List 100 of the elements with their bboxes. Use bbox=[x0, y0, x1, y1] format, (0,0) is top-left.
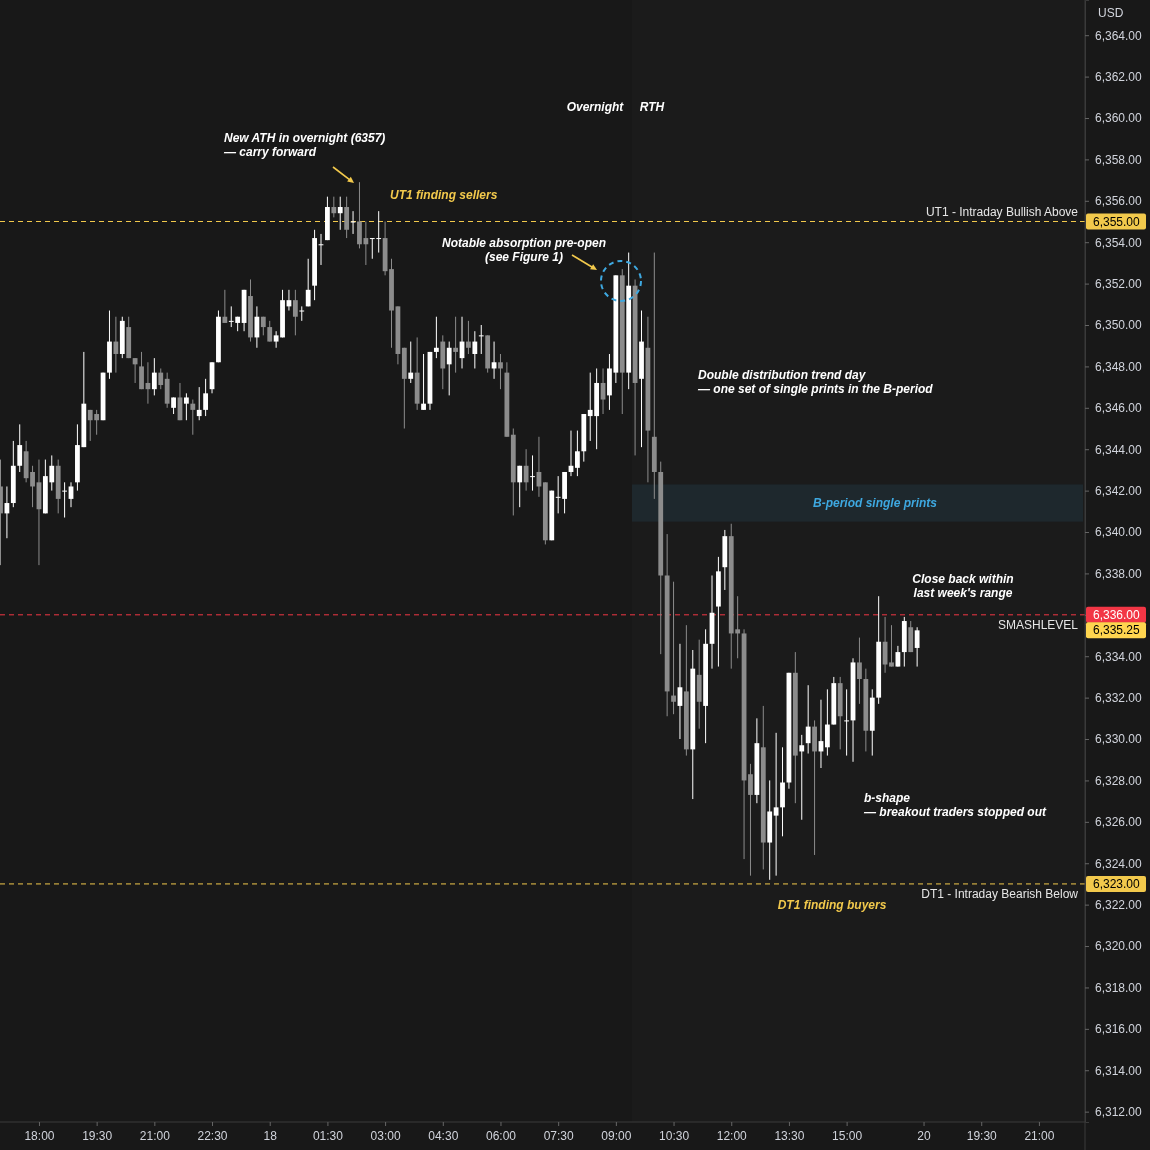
x-tick-label: 15:00 bbox=[832, 1129, 863, 1144]
candlestick bbox=[914, 626, 920, 668]
x-tick-label: 13:30 bbox=[774, 1129, 805, 1144]
candlestick bbox=[267, 320, 273, 343]
candlestick bbox=[190, 399, 196, 436]
x-tick-label: 12:00 bbox=[716, 1129, 748, 1144]
text: 6,323.00 bbox=[1093, 876, 1141, 891]
y-tick-label: 6,330.00 bbox=[1095, 732, 1143, 747]
candlestick bbox=[62, 481, 67, 519]
x-tick-label: 07:30 bbox=[543, 1129, 575, 1144]
y-tick-label: 6,312.00 bbox=[1095, 1104, 1143, 1119]
x-tick-label: 19:30 bbox=[966, 1129, 998, 1144]
y-tick-label: 6,342.00 bbox=[1095, 483, 1143, 498]
candlestick bbox=[203, 378, 209, 417]
candlestick bbox=[517, 465, 523, 508]
y-tick-label: 6,362.00 bbox=[1095, 69, 1143, 84]
x-tick-label: 04:30 bbox=[428, 1129, 459, 1144]
x-tick-label: 19:30 bbox=[82, 1129, 113, 1144]
y-tick-label: 6,326.00 bbox=[1095, 815, 1143, 830]
x-tick-label: 10:30 bbox=[659, 1129, 690, 1144]
annotation: b-shape — breakout traders stopped out bbox=[863, 791, 1048, 819]
candlestick bbox=[113, 316, 119, 374]
y-tick-label: 6,344.00 bbox=[1095, 442, 1143, 457]
y-tick-label: 6,338.00 bbox=[1095, 566, 1143, 581]
x-tick-label: 21:00 bbox=[139, 1129, 171, 1144]
y-tick-label: 6,318.00 bbox=[1095, 980, 1143, 995]
y-tick-label: 6,328.00 bbox=[1095, 773, 1143, 788]
candlestick bbox=[844, 688, 850, 757]
candlestick bbox=[446, 341, 452, 396]
x-tick-label: 09:00 bbox=[601, 1129, 632, 1144]
candlestick bbox=[671, 581, 676, 715]
candlestick bbox=[183, 392, 189, 421]
y-tick-label: 6,320.00 bbox=[1095, 939, 1143, 954]
ref-line-label: DT1 - Intraday Bearish Below bbox=[921, 886, 1079, 901]
candlestick bbox=[498, 353, 503, 390]
y-tick-label: 6,360.00 bbox=[1095, 111, 1143, 126]
annotation: UT1 finding sellers bbox=[390, 188, 498, 202]
y-tick-label: 6,358.00 bbox=[1095, 152, 1143, 167]
candlestick bbox=[748, 763, 753, 877]
y-tick-label: 6,322.00 bbox=[1095, 897, 1143, 912]
candlestick bbox=[408, 341, 414, 384]
annotation: RTH bbox=[639, 100, 665, 114]
candlestick bbox=[222, 289, 228, 324]
candlestick bbox=[575, 430, 580, 477]
y-tick-label: 6,340.00 bbox=[1095, 525, 1143, 540]
candlestick bbox=[305, 258, 311, 307]
candlestick bbox=[158, 367, 164, 390]
candlestick bbox=[292, 289, 298, 336]
candlestick bbox=[331, 196, 337, 218]
x-tick-label: 21:00 bbox=[1024, 1129, 1055, 1144]
y-tick-label: 6,314.00 bbox=[1095, 1063, 1143, 1078]
y-axis-title: USD bbox=[1098, 6, 1124, 20]
x-tick-label: 18 bbox=[263, 1129, 278, 1144]
y-tick-label: 6,332.00 bbox=[1095, 690, 1143, 705]
annotation: DT1 finding buyers bbox=[777, 898, 887, 912]
candlestick bbox=[478, 324, 484, 355]
annotation: Notable absorption pre-open (see Figure 1) bbox=[441, 236, 607, 264]
text: 6,335.25 bbox=[1093, 623, 1141, 638]
y-tick-label: 6,324.00 bbox=[1095, 856, 1143, 871]
x-tick-label: 18:00 bbox=[24, 1129, 55, 1144]
candlestick bbox=[453, 316, 459, 374]
x-tick-label: 03:00 bbox=[370, 1129, 401, 1144]
y-tick-label: 6,346.00 bbox=[1095, 401, 1143, 416]
candlestick bbox=[799, 734, 805, 821]
y-tick-label: 6,364.00 bbox=[1095, 28, 1143, 43]
candlestick bbox=[824, 688, 830, 757]
x-tick-label: 22:30 bbox=[197, 1129, 228, 1144]
candlestick bbox=[196, 386, 202, 421]
candlestick bbox=[344, 196, 350, 239]
y-tick-label: 6,348.00 bbox=[1095, 359, 1143, 374]
ref-line-label: UT1 - Intraday Bullish Above bbox=[925, 204, 1079, 219]
band-label: B-period single prints bbox=[812, 496, 938, 511]
candlestick bbox=[857, 637, 862, 705]
candlestick bbox=[433, 316, 439, 359]
candlestick bbox=[530, 454, 535, 492]
annotation: Double distribution trend day — one set of single prints in the B-period bbox=[697, 368, 934, 396]
y-tick-label: 6,354.00 bbox=[1095, 235, 1143, 250]
x-tick-label: 20 bbox=[917, 1129, 932, 1144]
candlestick bbox=[421, 353, 426, 411]
candlestick bbox=[805, 684, 811, 755]
candlestick bbox=[773, 732, 779, 877]
annotation: Close back within last week's range bbox=[912, 572, 1014, 600]
annotation: New ATH in overnight (6357) — carry forward bbox=[223, 131, 386, 159]
text: 6,336.00 bbox=[1093, 607, 1141, 622]
candlestick bbox=[17, 423, 23, 473]
y-tick-label: 6,356.00 bbox=[1095, 194, 1143, 209]
candlestick bbox=[889, 624, 894, 668]
y-tick-label: 6,334.00 bbox=[1095, 649, 1143, 664]
x-tick-label: 06:00 bbox=[485, 1129, 517, 1144]
y-tick-label: 6,316.00 bbox=[1095, 1022, 1143, 1037]
y-tick-label: 6,350.00 bbox=[1095, 318, 1143, 333]
x-tick-label: 01:30 bbox=[312, 1129, 344, 1144]
text: 6,355.00 bbox=[1093, 214, 1141, 229]
candlestick bbox=[151, 357, 157, 396]
candlestick bbox=[139, 351, 144, 390]
candlestick bbox=[466, 320, 471, 355]
candlestick bbox=[523, 448, 529, 492]
candlestick bbox=[472, 330, 478, 369]
candlestick bbox=[299, 305, 305, 322]
candlestick bbox=[337, 196, 343, 231]
